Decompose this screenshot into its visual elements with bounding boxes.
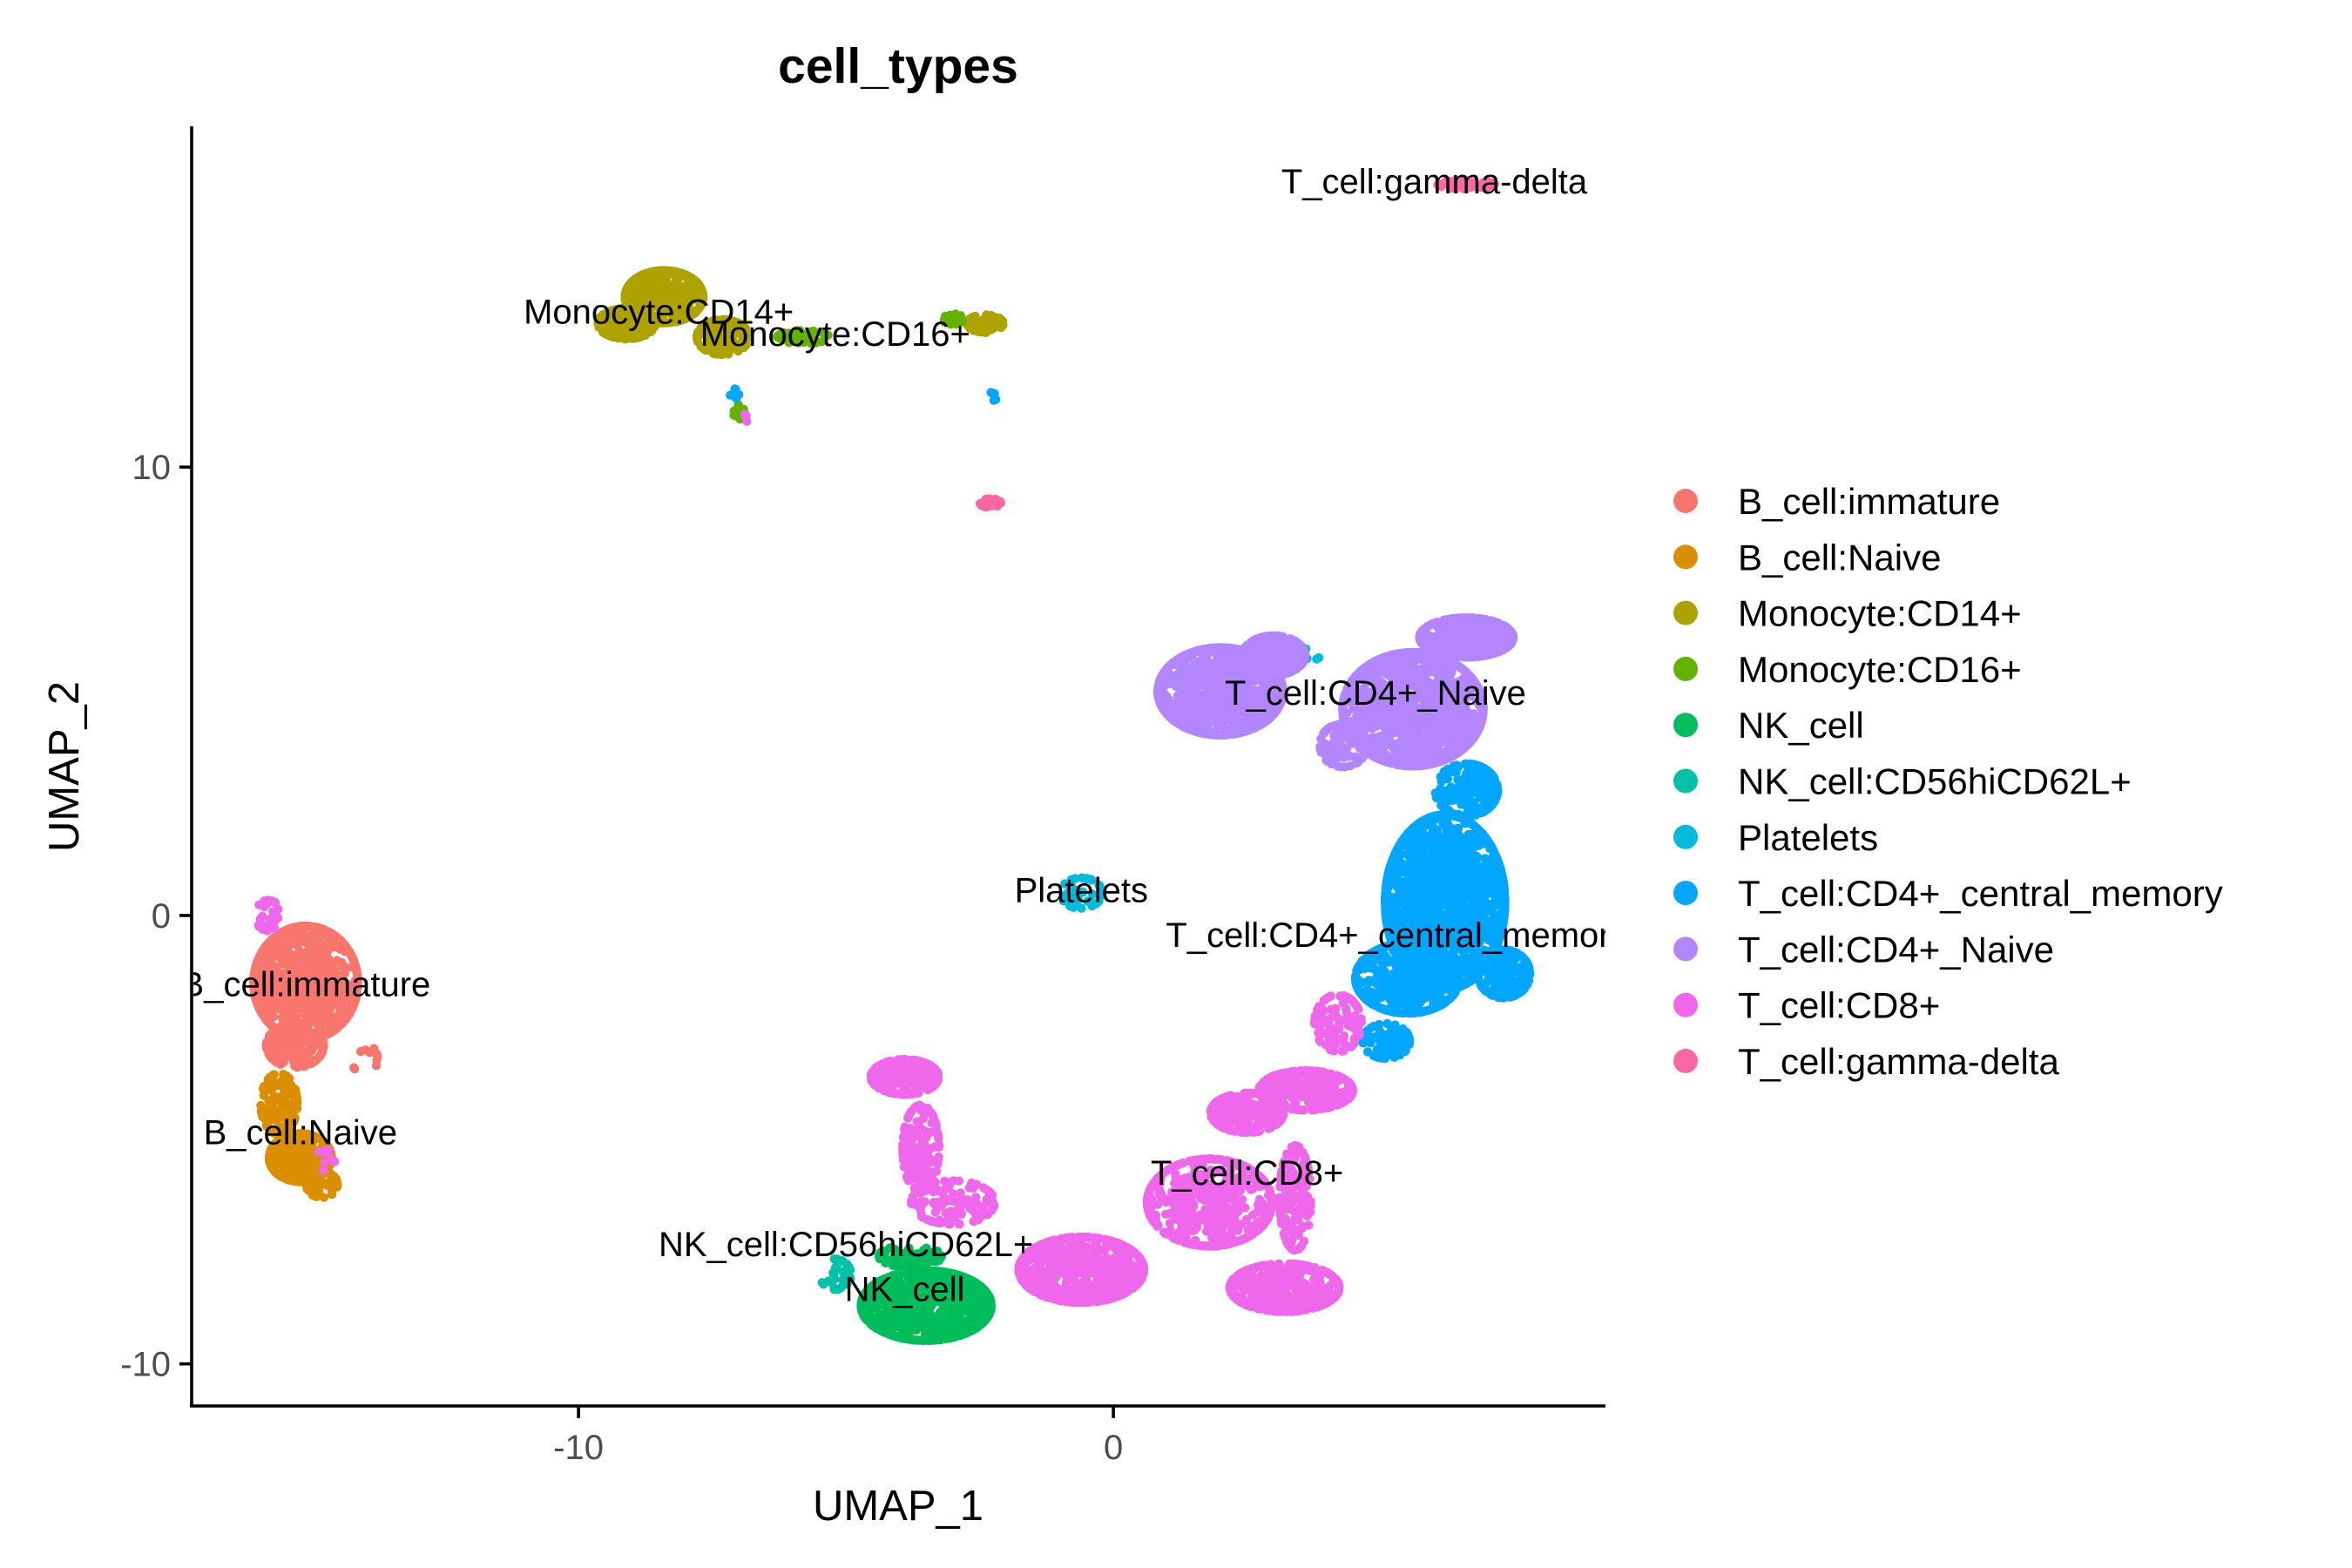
data-point [645, 267, 656, 277]
data-point [330, 956, 340, 967]
data-point [267, 1084, 277, 1093]
data-point [280, 956, 291, 966]
data-point [281, 1071, 291, 1081]
data-point [324, 942, 335, 951]
data-point [302, 1031, 312, 1041]
data-point [291, 927, 301, 936]
data-point [828, 1267, 838, 1278]
data-point [279, 929, 288, 939]
data-point [320, 925, 329, 935]
data-point [823, 1276, 834, 1286]
data-point [635, 272, 645, 281]
data-point [260, 942, 271, 951]
data-point [266, 1052, 276, 1062]
data-point [325, 1010, 335, 1019]
data-point [276, 1003, 286, 1012]
data-point [907, 1321, 916, 1332]
data-point [265, 1072, 275, 1082]
data-point [659, 266, 669, 275]
data-point [730, 409, 740, 418]
data-point [947, 1316, 956, 1326]
data-point [308, 1183, 318, 1193]
data-point [264, 1017, 274, 1027]
data-point [973, 1322, 983, 1332]
data-point [672, 267, 682, 277]
data-point [267, 952, 277, 962]
data-point [945, 1333, 955, 1343]
data-point [975, 1281, 984, 1291]
data-point [258, 1084, 268, 1094]
data-point [288, 1155, 298, 1166]
data-point [343, 1010, 353, 1021]
data-point [897, 1333, 907, 1343]
data-point [289, 935, 300, 945]
data-point [262, 1037, 272, 1047]
data-point [254, 1004, 265, 1014]
data-point [295, 1056, 305, 1065]
data-point [308, 1045, 317, 1056]
data-point [266, 1105, 275, 1114]
data-point [618, 330, 627, 341]
chart-title: cell_types [778, 38, 1018, 94]
data-point [280, 1094, 290, 1104]
data-point [318, 1036, 328, 1045]
data-point [287, 1042, 298, 1051]
data-point [311, 1192, 321, 1202]
data-point [941, 1325, 951, 1335]
data-point [686, 276, 696, 286]
data-point [329, 1172, 339, 1181]
data-point [890, 1308, 901, 1319]
data-point [290, 1085, 300, 1095]
data-point [308, 1007, 319, 1017]
data-point [332, 933, 341, 943]
data-point [279, 1024, 288, 1035]
data-point [371, 1061, 382, 1071]
data-point [906, 1311, 916, 1321]
data-point [884, 1329, 894, 1339]
data-point [301, 1152, 312, 1162]
data-point [294, 946, 305, 956]
data-point [965, 1307, 976, 1316]
data-point [658, 280, 667, 289]
data-point [369, 1044, 379, 1053]
data-point [871, 1323, 882, 1333]
data-point [934, 1317, 943, 1327]
data-point [355, 1046, 366, 1057]
data-point [278, 1041, 287, 1051]
data-point [980, 315, 990, 326]
data-point [306, 1058, 315, 1069]
data-point [963, 1296, 973, 1307]
data-point [975, 1295, 984, 1306]
data-point [929, 1330, 939, 1340]
data-point [990, 319, 1000, 328]
data-point [349, 1064, 360, 1074]
data-point [1314, 652, 1324, 663]
data-point [270, 1166, 280, 1177]
data-point [333, 1180, 342, 1190]
data-point [341, 942, 350, 951]
data-point [268, 1095, 279, 1105]
data-point [281, 1161, 291, 1172]
data-point [332, 1022, 341, 1031]
data-point [960, 1328, 970, 1338]
data-point [923, 1316, 934, 1326]
data-point [914, 1335, 923, 1345]
data-point [325, 1028, 335, 1038]
data-point [303, 922, 313, 931]
data-point [890, 1322, 900, 1332]
data-point [952, 1309, 963, 1319]
points-layer [249, 175, 1535, 1346]
series-B_cell:immature [249, 921, 382, 1074]
